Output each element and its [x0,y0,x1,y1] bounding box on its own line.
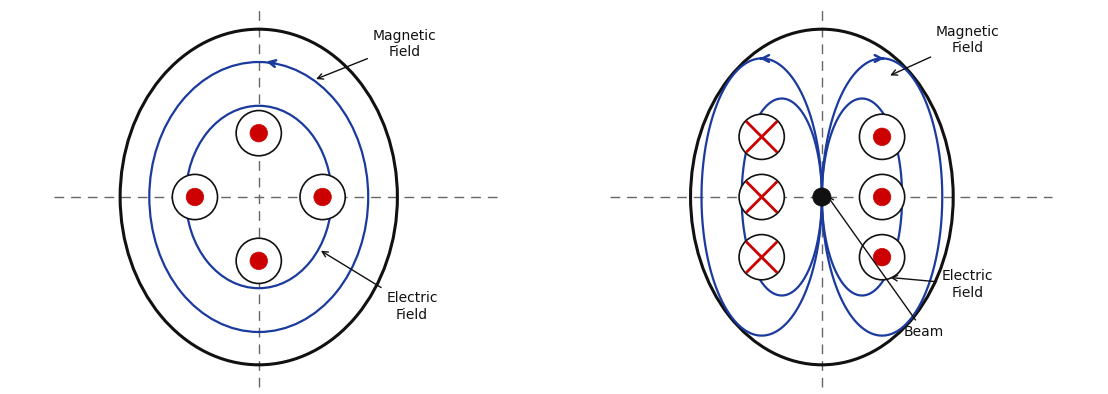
Circle shape [873,249,891,266]
Circle shape [300,175,346,219]
Circle shape [873,128,891,145]
Circle shape [860,114,905,160]
Circle shape [739,234,784,280]
Circle shape [813,188,831,206]
Circle shape [250,125,267,142]
Circle shape [860,175,905,219]
Circle shape [250,252,267,269]
Text: Beam: Beam [828,197,944,339]
Circle shape [860,234,905,280]
Circle shape [236,111,281,156]
Circle shape [173,175,217,219]
Circle shape [236,238,281,283]
Circle shape [739,175,784,219]
Circle shape [739,114,784,160]
Circle shape [186,188,204,206]
Text: Magnetic
Field: Magnetic Field [892,25,999,75]
Text: Electric
Field: Electric Field [322,252,438,322]
Circle shape [873,188,891,206]
Circle shape [314,188,331,206]
Text: Electric
Field: Electric Field [892,269,994,300]
Text: Magnetic
Field: Magnetic Field [318,29,437,79]
